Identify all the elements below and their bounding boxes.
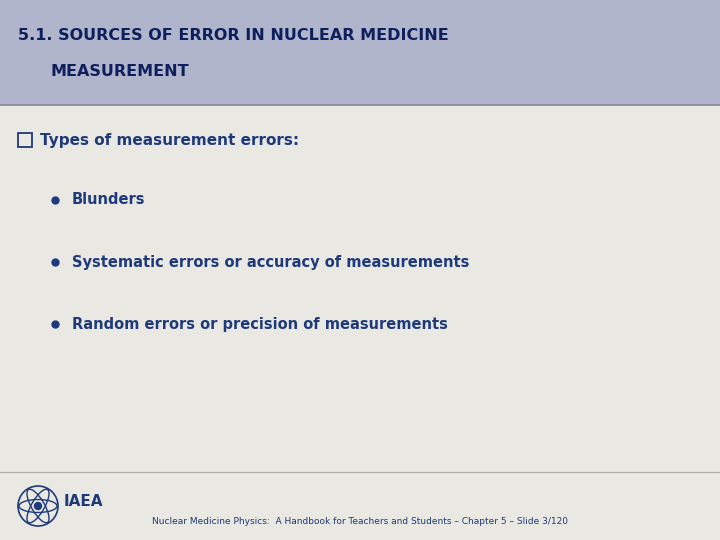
Text: IAEA: IAEA [64,495,104,510]
Bar [0,0,720,105]
Text: Systematic errors or accuracy of measurements: Systematic errors or accuracy of measure… [72,254,469,269]
Text: 5.1. SOURCES OF ERROR IN NUCLEAR MEDICINE: 5.1. SOURCES OF ERROR IN NUCLEAR MEDICIN… [18,28,449,43]
Text: Types of measurement errors:: Types of measurement errors: [40,132,299,147]
Text: Random errors or precision of measurements: Random errors or precision of measuremen… [72,316,448,332]
Text: MEASUREMENT: MEASUREMENT [50,64,189,79]
Text: Nuclear Medicine Physics:  A Handbook for Teachers and Students – Chapter 5 – Sl: Nuclear Medicine Physics: A Handbook for… [152,517,568,526]
Bar [18,133,32,147]
Circle shape [35,503,42,510]
Text: Blunders: Blunders [72,192,145,207]
